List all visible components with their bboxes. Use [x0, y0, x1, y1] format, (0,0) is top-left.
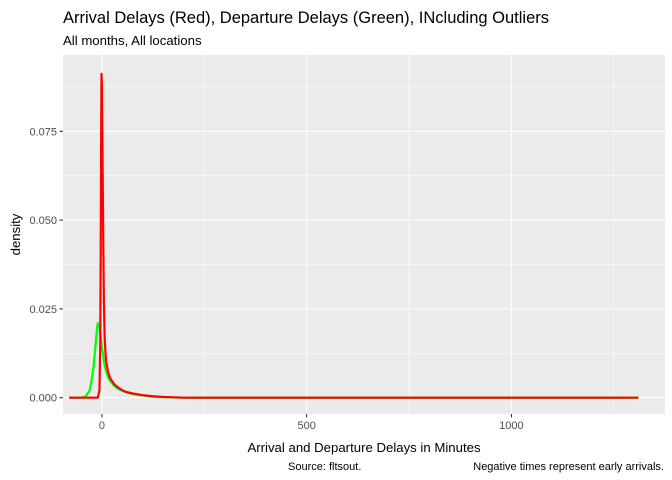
- y-tick-label: 0.050: [29, 215, 57, 227]
- plot-panel: [63, 55, 665, 414]
- x-tick-label: 1000: [499, 420, 523, 432]
- y-tick-label: 0.025: [29, 304, 57, 316]
- x-tick-label: 0: [99, 420, 105, 432]
- series-layer: [69, 72, 639, 399]
- y-tick-label: 0.075: [29, 126, 57, 138]
- x-axis-title: Arrival and Departure Delays in Minutes: [247, 440, 480, 455]
- y-axis-title: density: [8, 213, 23, 255]
- x-tick-label: 500: [297, 420, 315, 432]
- caption-note: Negative times represent early arrivals.: [473, 461, 664, 473]
- axis-ticks: 0 500 1000 0.000 0.025 0.050 0.075: [29, 126, 523, 432]
- arrival-delay-density-line: [69, 72, 639, 399]
- chart-subtitle: All months, All locations: [63, 33, 202, 48]
- y-tick-label: 0.000: [29, 393, 57, 405]
- chart-title: Arrival Delays (Red), Departure Delays (…: [63, 9, 549, 27]
- caption-source: Source: fltsout.: [288, 461, 361, 473]
- minor-gridlines: [63, 55, 665, 414]
